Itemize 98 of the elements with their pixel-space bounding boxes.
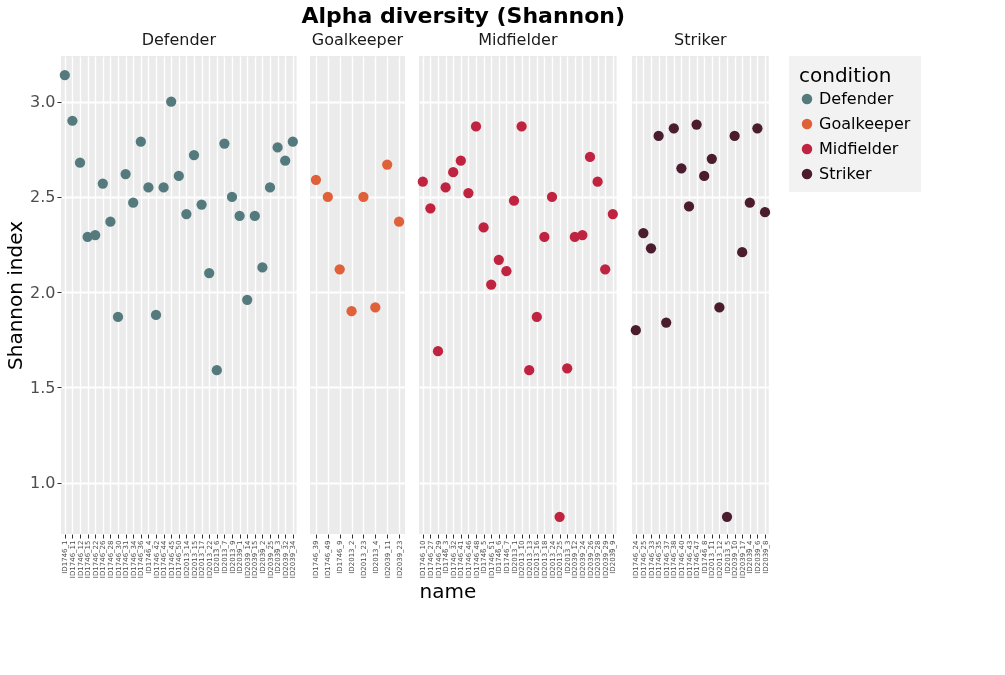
point	[393, 216, 405, 227]
point	[242, 294, 253, 305]
point	[737, 247, 748, 258]
chart-subtitle: Striker	[674, 30, 728, 49]
point	[97, 178, 108, 189]
point	[683, 201, 695, 212]
point	[531, 311, 542, 323]
point	[166, 96, 177, 107]
point	[584, 151, 596, 163]
chart-subtitle: Defender	[141, 30, 217, 49]
point	[280, 155, 291, 166]
point	[249, 210, 260, 222]
point	[600, 264, 611, 275]
point	[90, 229, 101, 241]
point	[287, 136, 298, 147]
point	[729, 130, 740, 142]
point	[630, 325, 641, 336]
point	[120, 168, 131, 180]
point	[752, 123, 763, 134]
point	[226, 191, 238, 203]
point	[493, 254, 504, 265]
point	[219, 138, 230, 149]
point	[204, 267, 215, 279]
y-tick-label: 1.0	[30, 473, 56, 493]
point	[158, 182, 169, 193]
point	[539, 231, 550, 243]
text: Alpha diversity (Shannon)	[301, 3, 626, 28]
point	[74, 157, 86, 168]
y-tick-label: 1.5	[30, 377, 56, 397]
point	[668, 123, 679, 134]
point	[257, 262, 268, 273]
legend-label: Striker	[819, 164, 872, 183]
point	[272, 142, 283, 153]
point	[173, 170, 184, 182]
point	[691, 119, 702, 130]
point	[440, 182, 451, 193]
point	[676, 163, 687, 174]
point	[346, 306, 357, 317]
point	[425, 203, 436, 214]
point	[592, 176, 603, 187]
point	[143, 182, 154, 193]
point	[128, 197, 139, 208]
point	[264, 182, 276, 193]
point	[562, 363, 573, 374]
legend-label: Defender	[819, 89, 894, 108]
point	[67, 115, 78, 126]
point	[607, 208, 618, 220]
point	[486, 279, 497, 290]
point	[721, 511, 733, 522]
point	[310, 174, 322, 185]
point	[501, 266, 512, 277]
point	[577, 229, 588, 241]
point	[211, 365, 222, 376]
point	[382, 159, 393, 170]
point	[744, 197, 755, 208]
point	[470, 121, 482, 132]
legend-label: Midfielder	[819, 139, 899, 158]
point	[417, 176, 428, 187]
point	[463, 188, 474, 199]
point	[181, 208, 192, 220]
legend-title: condition	[799, 63, 892, 87]
point	[112, 311, 124, 323]
point	[59, 69, 70, 81]
point	[714, 302, 725, 313]
point	[653, 130, 664, 142]
y-tick-label: 2.0	[30, 282, 56, 302]
point	[334, 264, 345, 275]
point	[699, 170, 710, 182]
chart-subtitle: Goalkeeper	[311, 30, 404, 49]
point	[448, 167, 459, 178]
point	[135, 136, 146, 147]
point	[638, 227, 649, 239]
point	[478, 222, 489, 233]
point	[188, 149, 200, 161]
y-tick-label: 3.0	[30, 92, 56, 112]
point	[554, 511, 565, 522]
point	[105, 216, 116, 227]
point	[455, 155, 466, 166]
legend-label: Goalkeeper	[819, 114, 911, 133]
point	[322, 191, 333, 203]
point	[196, 199, 207, 210]
point	[432, 346, 444, 357]
point	[516, 121, 527, 132]
chart-subtitle: Midfielder	[478, 30, 558, 49]
point	[661, 317, 672, 328]
x-axis-title: name	[419, 579, 477, 604]
point	[508, 195, 520, 206]
y-tick-label: 2.5	[30, 187, 56, 207]
point	[645, 243, 657, 254]
point	[706, 153, 717, 164]
point	[234, 210, 245, 222]
point	[759, 207, 771, 218]
point	[358, 191, 369, 203]
y-axis-title: Shannon index	[3, 220, 28, 370]
point	[546, 191, 558, 203]
point	[524, 365, 535, 376]
point	[150, 309, 162, 321]
point	[370, 302, 381, 313]
